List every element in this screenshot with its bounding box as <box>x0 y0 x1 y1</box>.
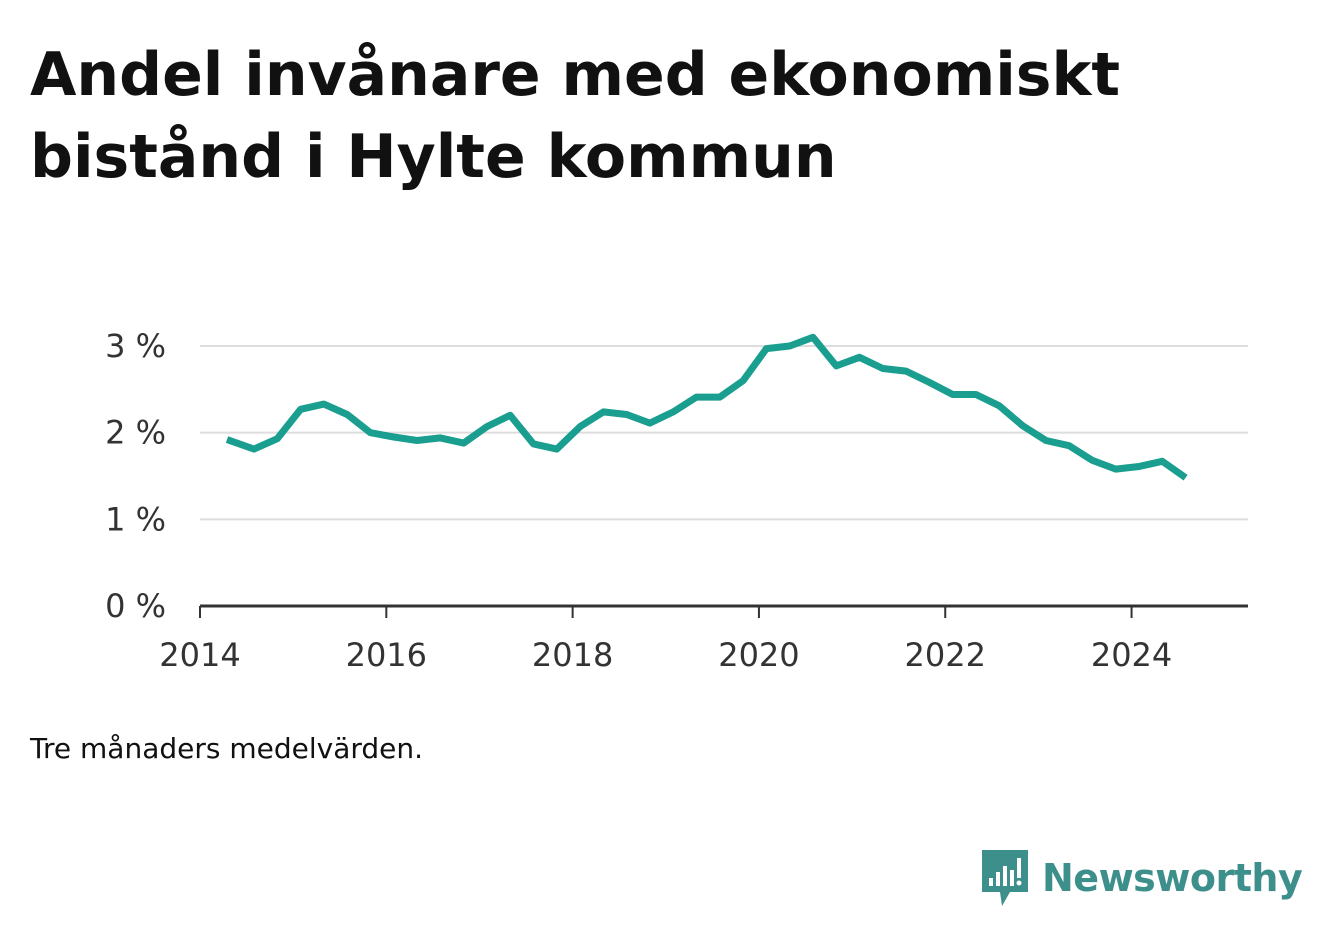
x-axis-labels: 2014 2016 2018 2020 2022 2024 <box>159 636 1172 674</box>
chart-title: Andel invånare med ekonomiskt bistånd i … <box>30 40 1121 192</box>
gridlines <box>200 345 1248 521</box>
x-tick-label: 2020 <box>718 636 799 674</box>
x-axis <box>199 604 1248 618</box>
y-tick-label: 1 % <box>105 500 166 538</box>
y-axis-labels: 0 % 1 % 2 % 3 % <box>105 327 166 625</box>
x-tick-label: 2014 <box>159 636 240 674</box>
brand-logo[interactable]: Newsworthy <box>980 848 1303 908</box>
x-tick-label: 2018 <box>532 636 613 674</box>
y-tick-label: 0 % <box>105 587 166 625</box>
x-tick-label: 2016 <box>346 636 427 674</box>
y-tick-label: 2 % <box>105 414 166 452</box>
x-tick-label: 2022 <box>905 636 986 674</box>
y-tick-label: 3 % <box>105 327 166 365</box>
bar-chart-speech-bubble-icon <box>982 850 1028 906</box>
series-layer <box>225 333 1188 481</box>
brand-name: Newsworthy <box>1042 856 1303 900</box>
footnote: Tre månaders medelvärden. <box>30 732 424 765</box>
line-chart: 0 % 1 % 2 % 3 % 2014 2016 2018 2020 2022 2024 <box>105 327 1248 674</box>
x-tick-label: 2024 <box>1091 636 1172 674</box>
series-line-0 <box>225 333 1188 481</box>
